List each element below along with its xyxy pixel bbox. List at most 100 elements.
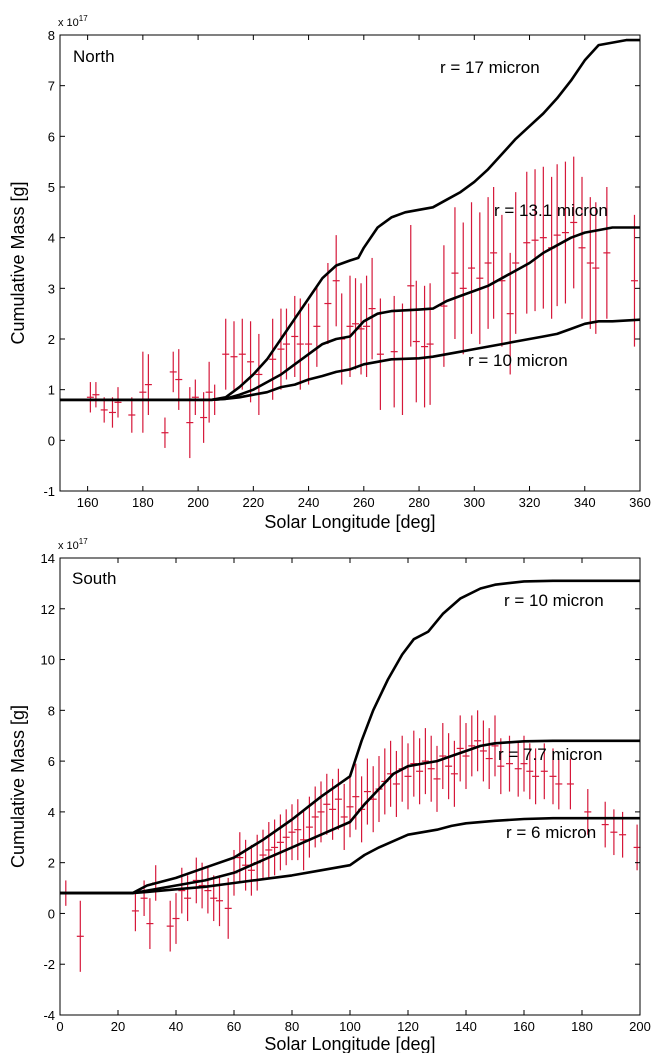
north-y-tick-label: -1	[43, 484, 55, 499]
south-observation-point	[198, 862, 206, 909]
north-observation-point	[363, 275, 371, 377]
north-observation-point	[570, 156, 578, 289]
south-observation-point	[456, 715, 464, 782]
south-observation-point	[276, 814, 284, 871]
north-observation-point	[296, 298, 304, 390]
south-observation-point	[216, 875, 223, 927]
south-observation-point	[172, 893, 180, 944]
north-y-axis-label: Cumulative Mass [g]	[8, 181, 28, 344]
south-x-tick-label: 100	[339, 1019, 361, 1034]
south-observation-point	[506, 735, 513, 792]
north-observation-point	[332, 235, 340, 327]
north-model-curve-2	[60, 318, 641, 402]
south-observation-point	[334, 768, 342, 830]
north-x-tick-label: 240	[298, 495, 320, 510]
south-y-tick-label: 6	[48, 754, 55, 769]
south-observation-point	[619, 811, 627, 858]
south-observation-point	[363, 758, 371, 825]
north-observation-point	[523, 171, 531, 314]
north-observation-point	[407, 225, 415, 347]
south-observation-point	[433, 745, 441, 812]
north-observation-point	[313, 285, 321, 367]
south-y-tick-label: -2	[43, 957, 55, 972]
south-observation-point	[474, 710, 482, 772]
south-observation-point	[352, 763, 360, 830]
south-observation-point	[445, 733, 453, 800]
south-observation-point	[540, 743, 548, 800]
north-observation-point	[603, 187, 611, 319]
north-observation-point	[561, 161, 569, 304]
south-y-axis-label: Cumulative Mass [g]	[8, 705, 28, 868]
north-model-curves	[60, 38, 641, 402]
south-x-tick-label: 200	[629, 1019, 651, 1034]
north-observation-point	[630, 214, 638, 347]
south-annotation-r10: r = 10 micron	[504, 591, 604, 610]
south-x-tick-label: 180	[571, 1019, 593, 1034]
south-observation-point	[146, 898, 154, 949]
north-y-tick-label: 7	[48, 79, 55, 94]
south-observation-point	[479, 720, 487, 782]
south-observation-point	[427, 735, 435, 802]
south-observation-point	[259, 829, 267, 881]
south-observation-point	[76, 900, 84, 972]
south-observation-point	[462, 723, 470, 790]
north-observation-point	[459, 222, 467, 355]
north-observation-point	[357, 283, 365, 375]
north-observation-point	[269, 318, 277, 400]
north-x-tick-label: 160	[77, 495, 99, 510]
south-observation-point	[404, 743, 412, 810]
north-x-tick-label: 260	[353, 495, 375, 510]
south-observation-point	[204, 867, 212, 914]
north-observation-point	[108, 397, 116, 428]
south-y-tick-label: 4	[48, 805, 55, 820]
south-observation-point	[526, 743, 534, 800]
south-observation-point	[520, 735, 528, 792]
north-observation-point	[128, 397, 136, 433]
north-observation-point	[161, 417, 169, 448]
north-x-tick-label: 200	[187, 495, 209, 510]
north-observation-point	[539, 166, 547, 309]
north-observation-point	[305, 303, 313, 385]
north-observation-point	[92, 382, 100, 408]
north-observation-point	[282, 308, 290, 380]
south-observation-point	[271, 819, 279, 876]
south-observation-point	[416, 738, 424, 805]
north-annotation-r10: r = 10 micron	[468, 351, 568, 370]
south-exponent-label: x 1017	[58, 537, 88, 552]
north-y-tick-label: 3	[48, 281, 55, 296]
south-x-tick-label: 40	[169, 1019, 183, 1034]
south-model-curve-0	[60, 579, 640, 895]
south-observation-point	[346, 776, 354, 838]
south-x-axis-label: Solar Longitude [deg]	[264, 1034, 435, 1053]
south-y-tick-label: 8	[48, 703, 55, 718]
south-observation-point	[610, 809, 618, 856]
south-ticks: 0 20 40 60 80 100 120 140 160 180 200 -4 -2 0 2 4 6 8 10 12…	[41, 551, 651, 1034]
south-observation-point	[584, 789, 592, 835]
south-model-curve-1	[60, 739, 640, 895]
south-observation-point	[282, 809, 290, 866]
north-x-tick-label: 340	[574, 495, 596, 510]
north-axes-frame	[59, 34, 641, 492]
south-observation-point	[131, 890, 139, 932]
north-y-tick-label: 0	[48, 433, 55, 448]
south-observation-point	[491, 715, 499, 777]
north-observation-point	[376, 298, 384, 410]
south-observation-point	[468, 715, 476, 777]
south-observation-point	[450, 740, 458, 807]
north-observation-point	[191, 379, 199, 415]
north-y-tick-label: 2	[48, 332, 55, 347]
south-x-tick-label: 60	[227, 1019, 241, 1034]
north-observation-point	[592, 202, 600, 334]
south-y-tick-label: 0	[48, 906, 55, 921]
north-observation-point	[277, 308, 285, 390]
north-observation-point	[230, 321, 238, 393]
north-observation-point	[421, 285, 429, 408]
south-observation-point	[300, 809, 308, 871]
south-observation-point	[166, 900, 174, 952]
north-observation-point	[86, 382, 94, 413]
south-annotation-r6: r = 6 micron	[506, 823, 596, 842]
south-x-tick-label: 140	[455, 1019, 477, 1034]
north-observation-point	[139, 351, 147, 433]
north-observation-point	[451, 207, 459, 339]
